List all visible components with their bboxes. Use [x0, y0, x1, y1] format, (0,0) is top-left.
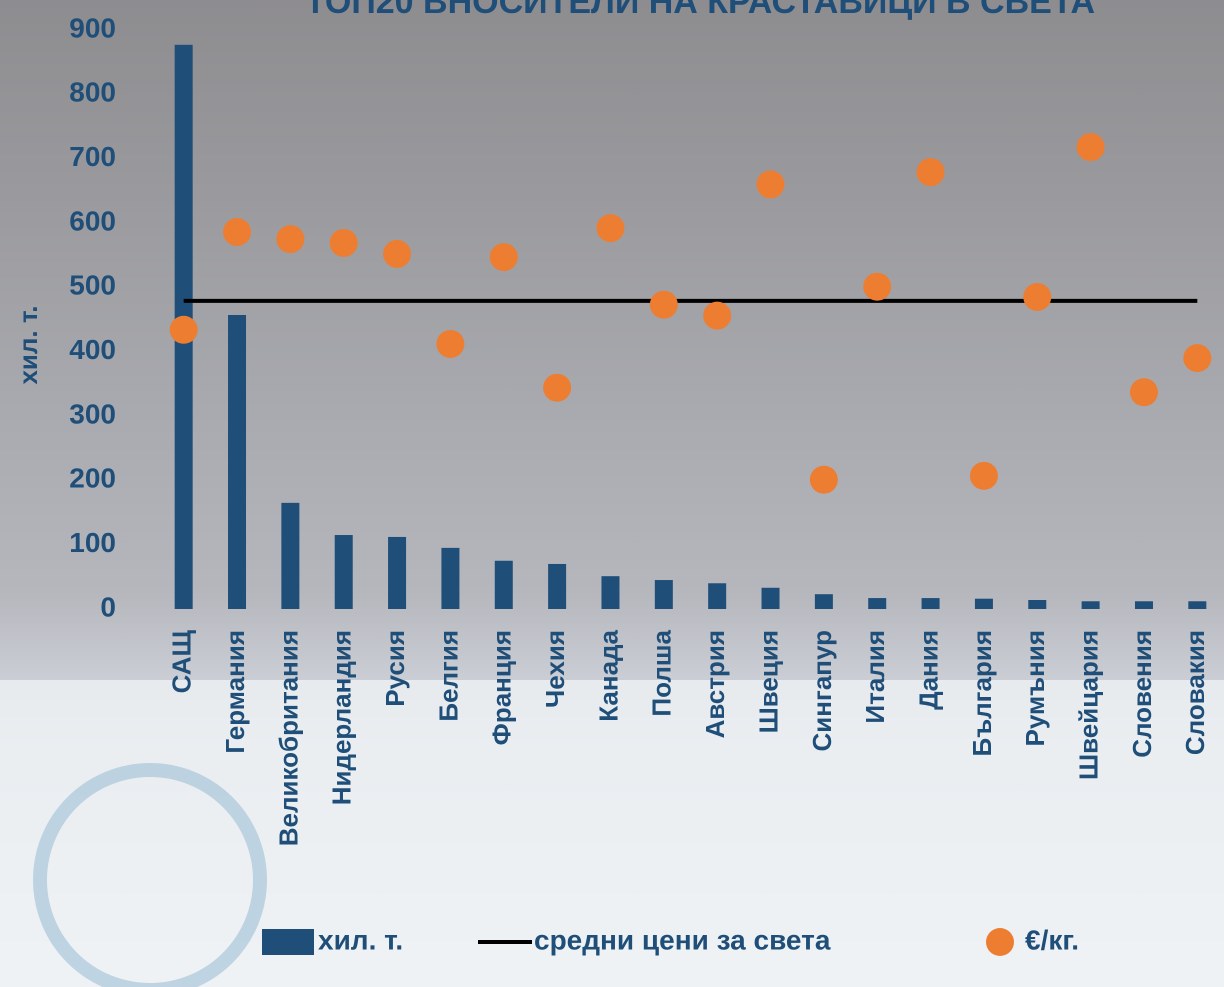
y-tick-label: 400	[69, 334, 116, 365]
x-tick-label: Русия	[380, 630, 410, 707]
y-tick-label: 500	[69, 270, 116, 301]
x-tick-label: Словения	[1127, 630, 1157, 758]
bar	[922, 598, 940, 609]
bar	[868, 598, 886, 609]
bar	[1188, 601, 1206, 609]
y-tick-label: 600	[69, 205, 116, 236]
y-tick-label: 100	[69, 527, 116, 558]
bar	[335, 535, 353, 609]
bar	[1082, 601, 1100, 609]
x-tick-label: Словакия	[1180, 630, 1210, 755]
y-tick-label: 0	[100, 591, 116, 622]
x-tick-label: Италия	[860, 630, 890, 724]
dot	[1130, 378, 1158, 406]
dot	[863, 273, 891, 301]
dot	[543, 374, 571, 402]
x-tick-label: Нидерландия	[327, 630, 357, 805]
y-tick-label: 300	[69, 398, 116, 429]
bar	[815, 594, 833, 609]
x-tick-label: Швейцария	[1074, 630, 1104, 780]
x-tick-label: Швеция	[753, 630, 783, 733]
dot	[970, 462, 998, 490]
bar	[601, 576, 619, 609]
x-tick-label: Сингапур	[807, 630, 837, 751]
dot	[1023, 283, 1051, 311]
x-tick-label: Германия	[220, 630, 250, 754]
legend-swatch	[262, 929, 314, 955]
x-tick-label: САЩ	[167, 630, 197, 694]
dot	[330, 229, 358, 257]
bar	[388, 537, 406, 609]
y-tick-label: 200	[69, 463, 116, 494]
x-tick-label: България	[967, 630, 997, 756]
bar	[1028, 600, 1046, 609]
dot	[757, 170, 785, 198]
y-axis-title: хил. т.	[13, 305, 43, 384]
legend-label: средни цени за света	[534, 924, 831, 955]
x-tick-label: Полша	[647, 629, 677, 716]
bar	[708, 583, 726, 609]
legend-label: €/кг.	[1025, 924, 1079, 955]
y-tick-label: 800	[69, 77, 116, 108]
chart-title: ТОП20 ВНОСИТЕЛИ НА КРАСТАВИЦИ В СВЕТА	[305, 0, 1095, 21]
x-tick-label: Франция	[487, 630, 517, 745]
dot	[650, 291, 678, 319]
x-tick-label: Австрия	[700, 630, 730, 738]
dot	[1183, 344, 1211, 372]
dot	[383, 240, 411, 268]
dot	[1077, 133, 1105, 161]
dot	[596, 214, 624, 242]
bar	[548, 564, 566, 609]
x-tick-label: Канада	[593, 629, 623, 721]
bar	[975, 599, 993, 609]
dot	[703, 302, 731, 330]
x-tick-label: Чехия	[540, 630, 570, 708]
bar	[655, 580, 673, 609]
chart: ТОП20 ВНОСИТЕЛИ НА КРАСТАВИЦИ В СВЕТА хи…	[0, 0, 1224, 987]
dot	[436, 330, 464, 358]
legend-swatch	[986, 928, 1014, 956]
dot	[917, 158, 945, 186]
bar	[762, 588, 780, 609]
x-tick-label: Дания	[913, 630, 943, 710]
dot	[223, 218, 251, 246]
y-tick-label: 900	[69, 12, 116, 43]
dot	[170, 316, 198, 344]
dot	[490, 243, 518, 271]
bar	[441, 548, 459, 609]
bar	[1135, 601, 1153, 609]
bar	[228, 315, 246, 609]
y-tick-label: 700	[69, 141, 116, 172]
x-tick-label: Великобритания	[273, 630, 303, 846]
legend-label: хил. т.	[318, 924, 403, 955]
dot	[276, 225, 304, 253]
bar	[281, 503, 299, 609]
x-tick-label: Румъния	[1020, 630, 1050, 747]
bar	[495, 561, 513, 609]
x-tick-label: Белгия	[433, 630, 463, 722]
dot	[810, 466, 838, 494]
